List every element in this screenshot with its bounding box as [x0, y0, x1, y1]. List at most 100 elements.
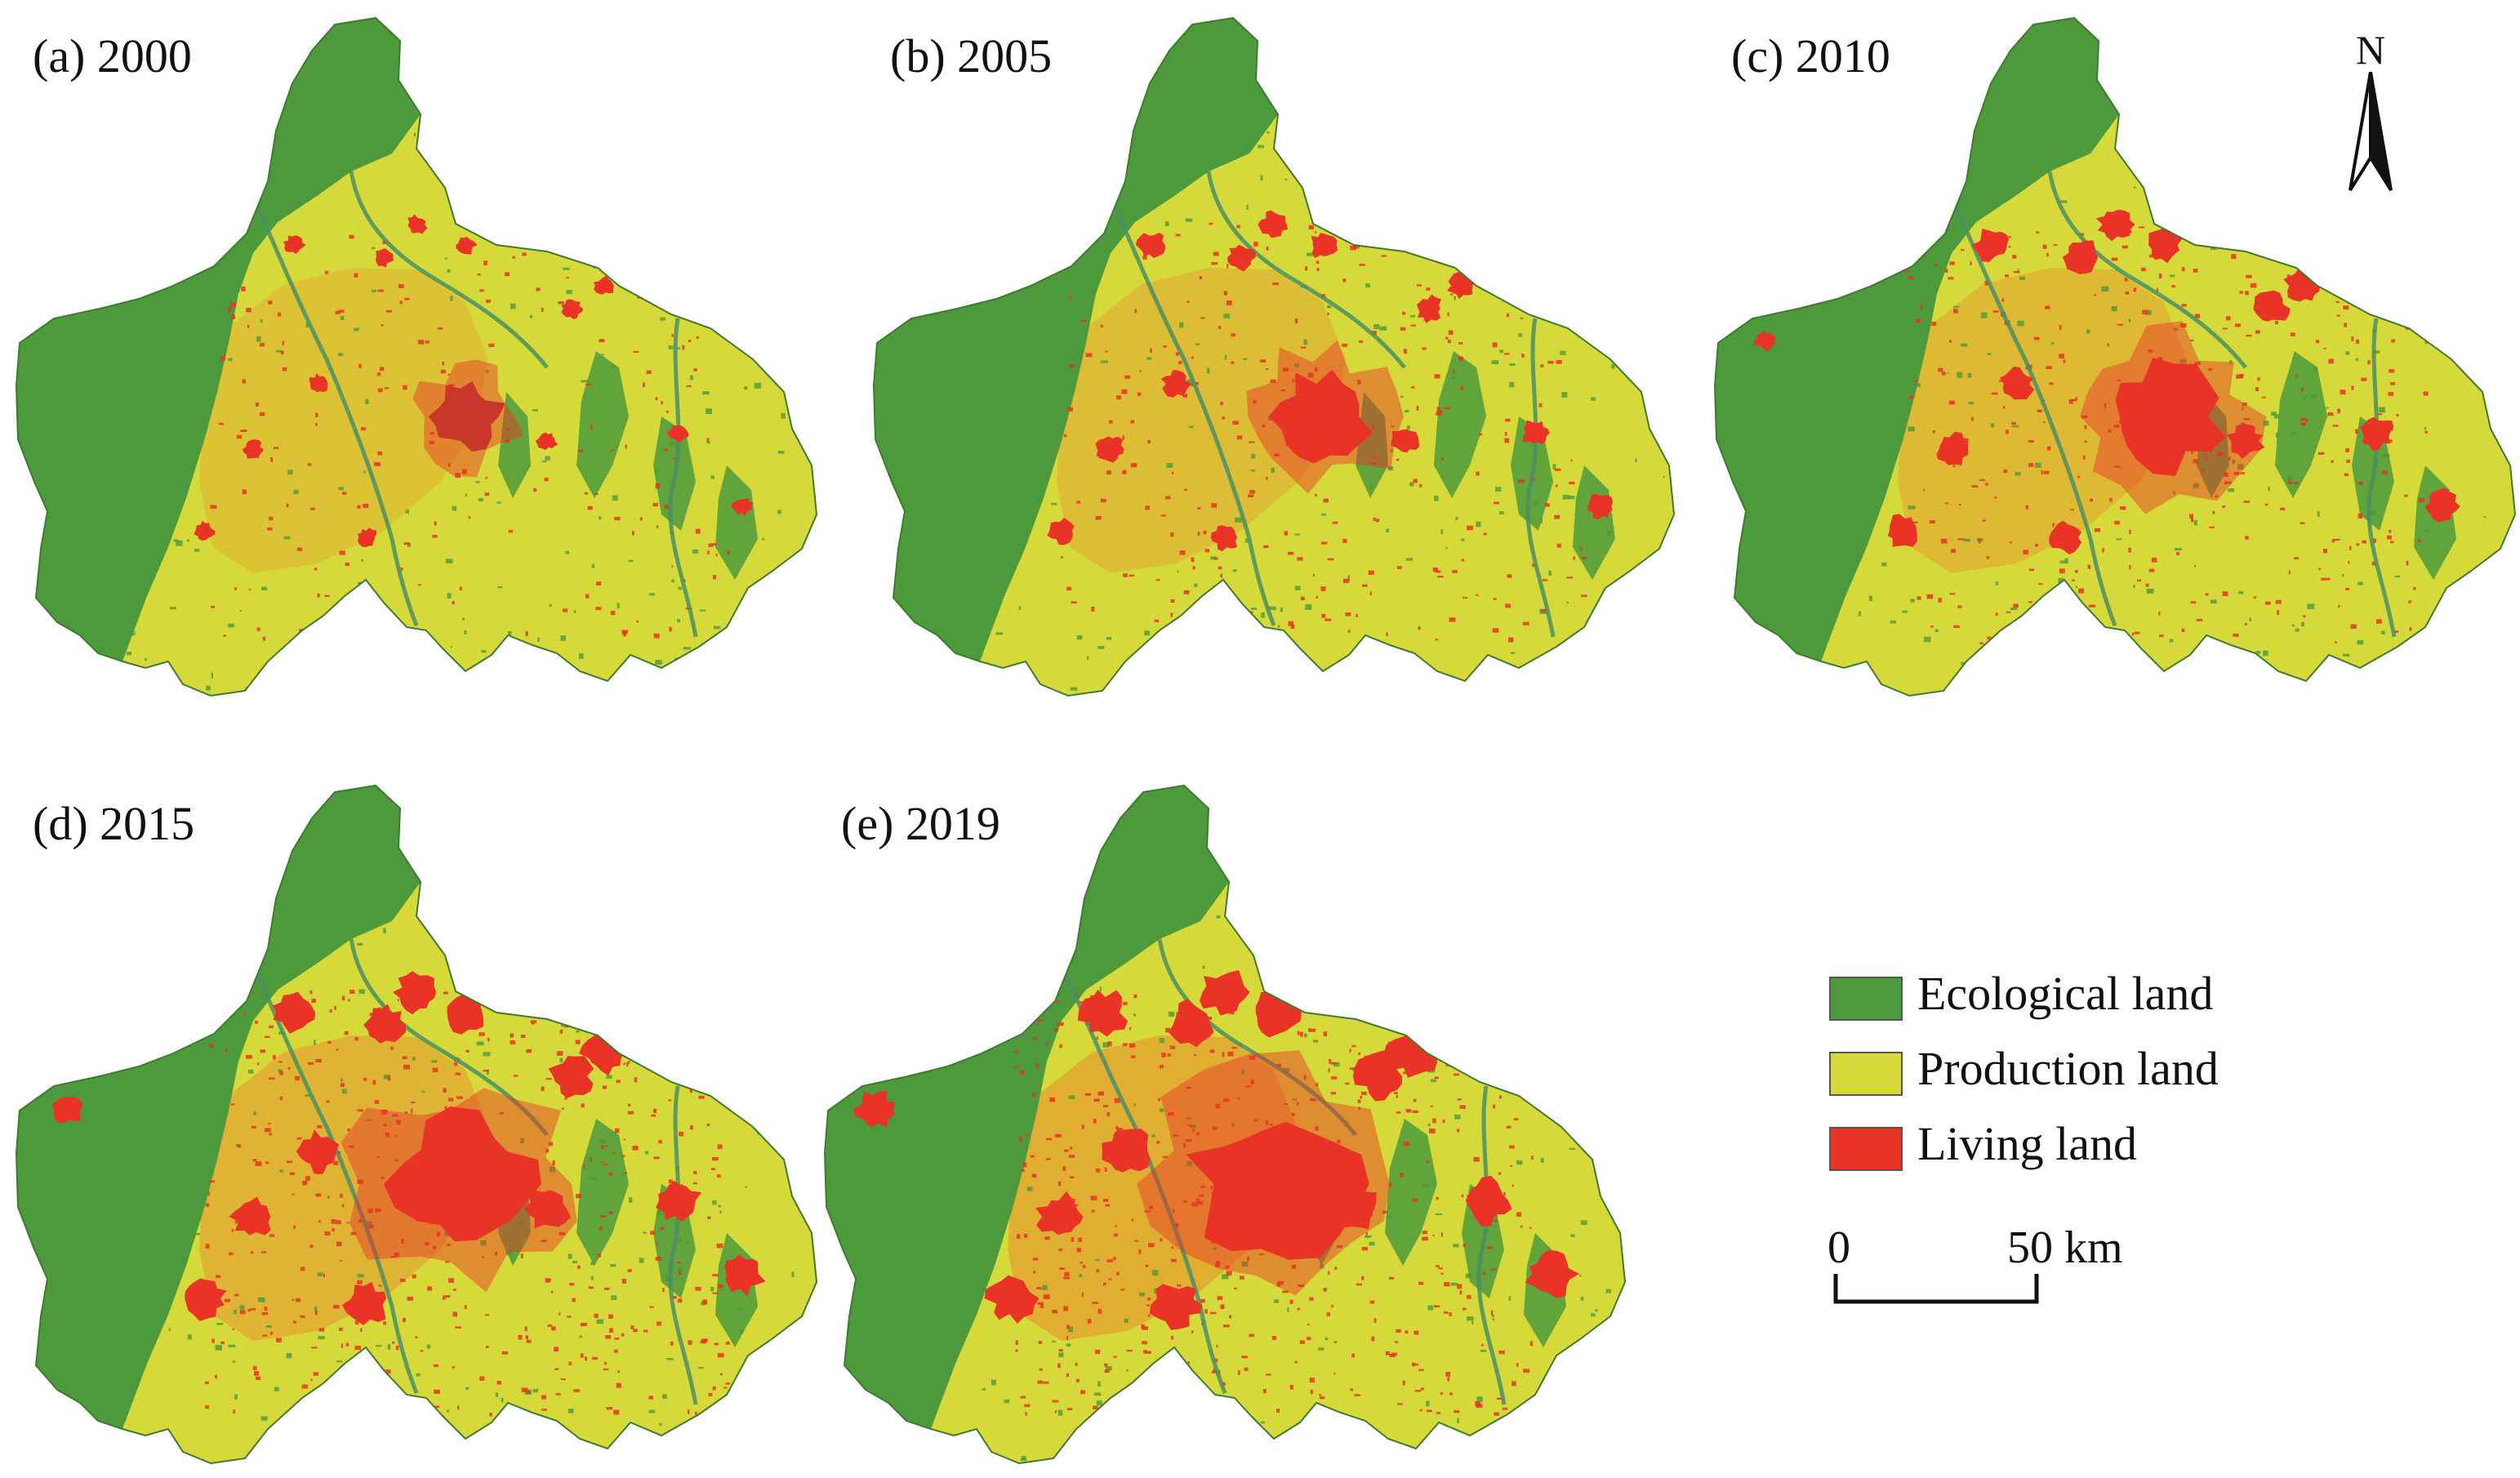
ecological-speckle — [56, 990, 60, 994]
living-speckle — [1396, 1329, 1401, 1333]
legend-label-living: Living land — [1917, 1117, 2138, 1170]
ecological-speckle — [363, 470, 366, 474]
living-speckle — [264, 1128, 271, 1133]
living-speckle — [315, 412, 318, 417]
living-speckle — [1215, 1263, 1220, 1267]
living-speckle — [456, 1096, 463, 1099]
living-speckle — [711, 1168, 715, 1171]
living-speckle — [1291, 1113, 1295, 1116]
ecological-speckle — [658, 272, 661, 276]
ecological-speckle — [376, 1345, 382, 1347]
living-speckle — [1506, 1037, 1510, 1040]
living-speckle — [1489, 1066, 1491, 1068]
ecological-speckle — [1159, 1108, 1164, 1112]
living-speckle — [1223, 1098, 1230, 1102]
living-speckle — [268, 300, 273, 305]
ecological-speckle — [1325, 193, 1332, 196]
living-speckle — [708, 1392, 713, 1396]
living-speckle — [388, 1076, 391, 1081]
living-speckle — [1323, 1288, 1327, 1292]
living-speckle — [265, 1161, 269, 1164]
living-speckle — [1130, 1055, 1136, 1058]
living-speckle — [1134, 309, 1137, 314]
living-speckle — [2005, 430, 2009, 434]
living-speckle — [2181, 304, 2187, 307]
ecological-speckle — [1901, 190, 1908, 193]
ecological-speckle — [189, 866, 194, 872]
ecological-speckle — [120, 1308, 123, 1311]
ecological-speckle — [112, 593, 116, 597]
living-speckle — [1198, 1194, 1204, 1197]
legend-swatch-living — [1829, 1127, 1903, 1171]
living-speckle — [1307, 1323, 1310, 1325]
living-speckle — [2409, 626, 2412, 631]
ecological-speckle — [643, 1231, 647, 1234]
living-speckle — [1095, 1349, 1101, 1355]
living-speckle — [2388, 439, 2393, 443]
living-speckle — [1979, 479, 1985, 482]
ecological-speckle — [888, 887, 892, 890]
ecological-speckle — [480, 155, 488, 159]
living-speckle — [625, 1172, 627, 1175]
living-speckle — [1171, 1336, 1174, 1340]
ecological-speckle — [1560, 275, 1567, 278]
ecological-speckle — [1835, 523, 1841, 527]
ecological-speckle — [127, 652, 132, 656]
living-speckle — [695, 1286, 701, 1291]
living-speckle — [1284, 531, 1289, 536]
ecological-speckle — [231, 929, 238, 933]
living-speckle — [1303, 1075, 1307, 1080]
living-speckle — [600, 259, 607, 263]
living-speckle — [340, 1259, 342, 1262]
living-speckle — [2129, 565, 2131, 570]
ecological-speckle — [317, 1272, 323, 1276]
living-speckle — [594, 1313, 599, 1319]
living-speckle — [1186, 1086, 1191, 1089]
ecological-speckle — [99, 1093, 104, 1097]
satellite-town — [2049, 520, 2081, 555]
living-speckle — [1394, 1092, 1398, 1094]
living-speckle — [1315, 367, 1318, 372]
ecological-speckle — [777, 510, 781, 514]
ecological-speckle — [995, 632, 1004, 635]
living-speckle — [412, 1274, 416, 1279]
ecological-speckle — [902, 382, 904, 386]
ecological-speckle — [1866, 189, 1872, 192]
mixed-land-zone — [199, 1035, 488, 1341]
ecological-speckle — [2172, 491, 2175, 495]
living-speckle — [1289, 1299, 1293, 1304]
living-speckle — [241, 287, 246, 292]
living-speckle — [1949, 593, 1956, 595]
living-speckle — [1036, 1287, 1042, 1289]
ecological-speckle — [744, 1426, 749, 1430]
living-speckle — [1216, 1345, 1218, 1347]
living-speckle — [2081, 415, 2088, 419]
living-speckle — [2245, 536, 2249, 540]
living-speckle — [2224, 472, 2228, 477]
ecological-speckle — [488, 870, 495, 874]
map-panel-2015: (d) 2015 — [8, 776, 825, 1478]
living-speckle — [1141, 1324, 1145, 1329]
living-speckle — [683, 994, 689, 999]
ecological-speckle — [913, 446, 919, 449]
living-speckle — [339, 1327, 343, 1331]
ecological-speckle — [1961, 343, 1968, 347]
ecological-speckle — [1057, 1409, 1063, 1416]
living-speckle — [1021, 1071, 1023, 1076]
ecological-speckle — [114, 888, 117, 891]
living-speckle — [1556, 284, 1559, 287]
ecological-speckle — [275, 349, 283, 353]
living-speckle — [1142, 1350, 1147, 1354]
living-speckle — [343, 600, 348, 603]
living-speckle — [1145, 1264, 1149, 1267]
living-speckle — [1420, 1040, 1423, 1045]
living-speckle — [2028, 568, 2034, 572]
ecological-speckle — [266, 955, 274, 960]
satellite-town — [535, 432, 559, 451]
ecological-speckle — [1356, 189, 1361, 193]
ecological-speckle — [1521, 1060, 1525, 1062]
ecological-speckle — [910, 970, 916, 973]
ecological-speckle — [1430, 1079, 1436, 1083]
living-speckle — [2418, 252, 2422, 254]
living-speckle — [1213, 1358, 1218, 1363]
